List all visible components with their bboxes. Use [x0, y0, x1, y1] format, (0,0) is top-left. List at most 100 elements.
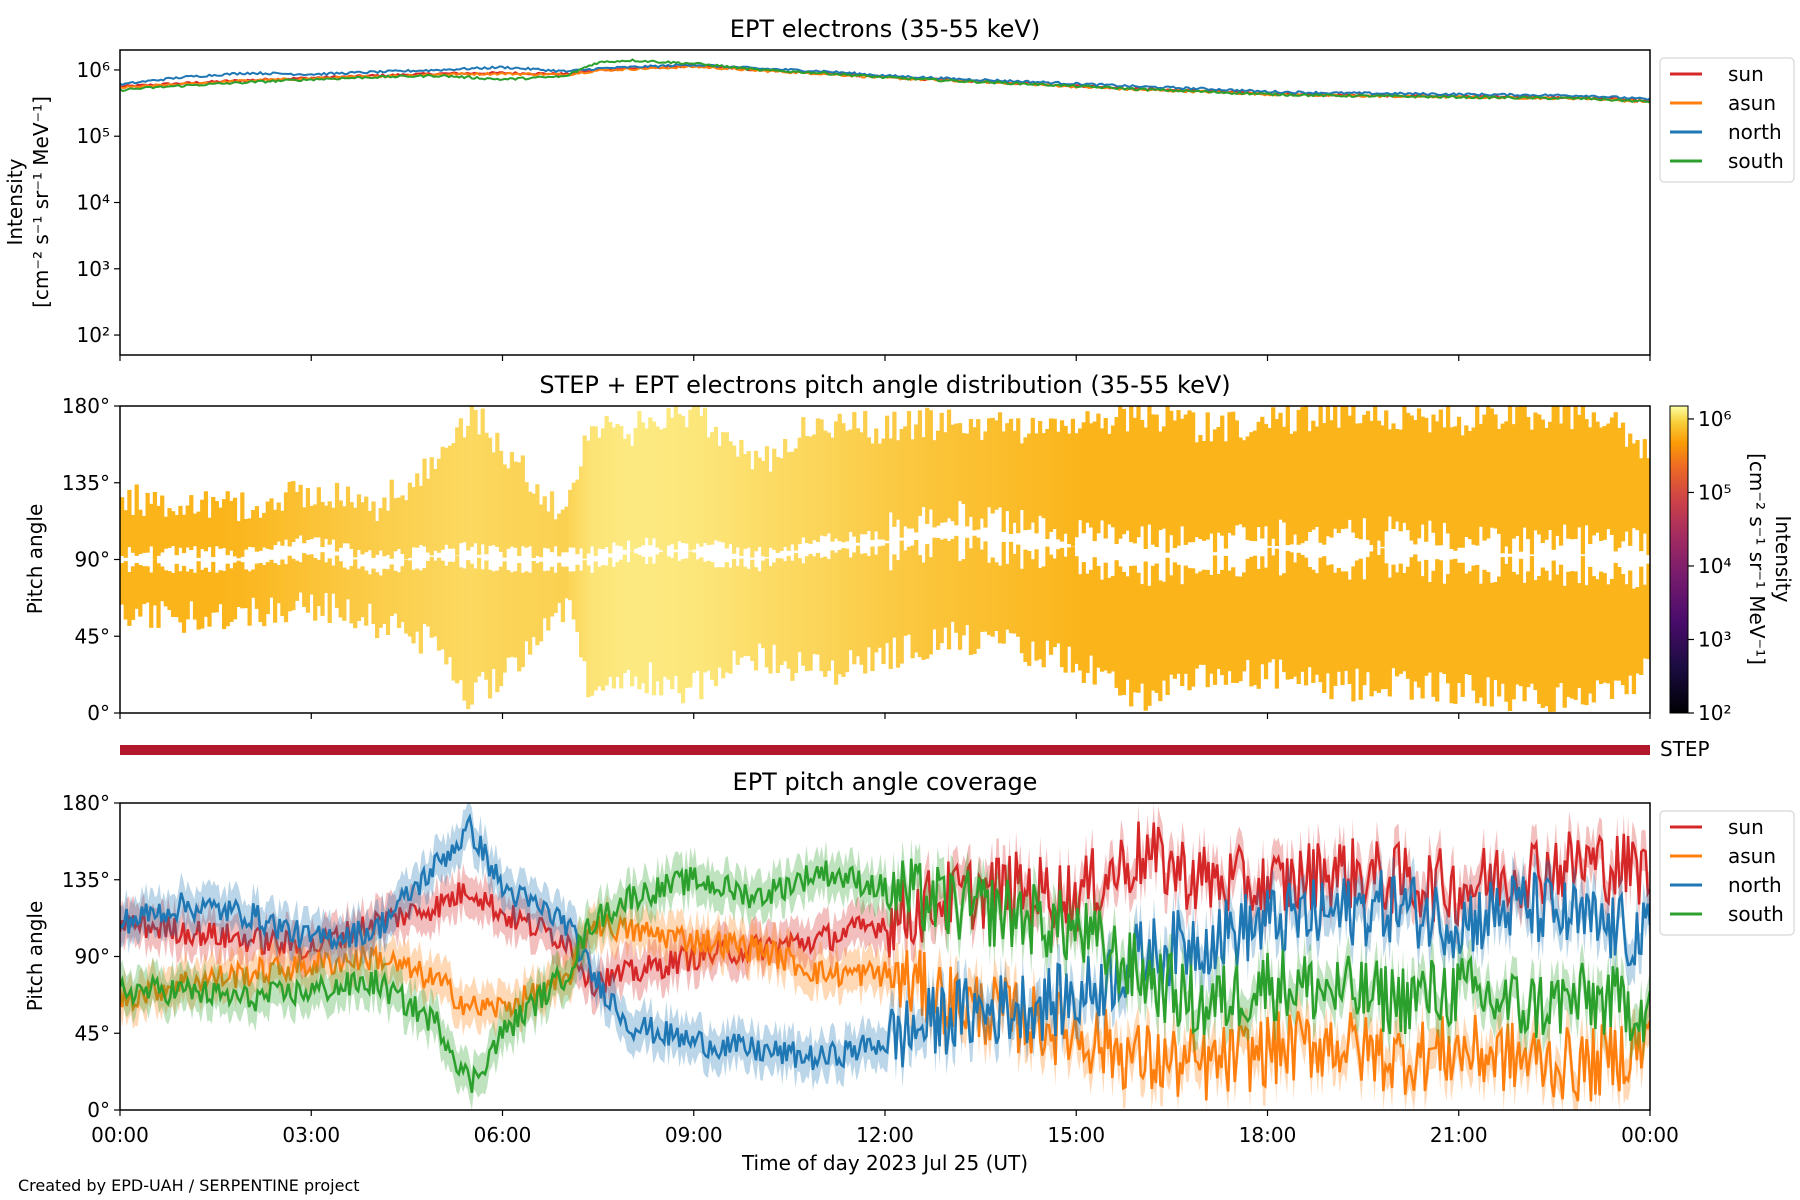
heat-cell [1121, 408, 1127, 535]
heat-cell [589, 572, 595, 696]
heat-cell [1012, 430, 1017, 523]
heat-cell [997, 565, 1003, 644]
heat-cell [1089, 569, 1094, 656]
heat-cell [786, 555, 791, 669]
heat-cell [469, 563, 474, 705]
heat-cell [1307, 431, 1312, 532]
heat-cell [309, 505, 314, 540]
heat-cell [1566, 571, 1571, 697]
heat-cell [1056, 431, 1061, 540]
heat-cell [1642, 584, 1647, 659]
heat-cell [721, 432, 726, 543]
heat-cell [735, 566, 740, 665]
heat-cell [600, 428, 606, 549]
heat-cell [1442, 427, 1447, 523]
heat-cell [513, 571, 518, 658]
heat-cell [866, 556, 872, 648]
y-tick-label: 0° [87, 701, 110, 725]
heat-cell [404, 559, 409, 634]
step-strip [120, 745, 1650, 755]
heat-cell [1438, 560, 1443, 673]
heat-cell [196, 511, 201, 558]
heat-cell [1413, 554, 1418, 682]
heat-cell [1537, 414, 1542, 535]
heat-cell [648, 417, 653, 546]
heat-cell [1293, 562, 1298, 677]
heat-cell [1617, 427, 1622, 548]
heat-cell [542, 571, 547, 619]
heat-cell [568, 489, 573, 548]
heat-cell [218, 570, 223, 605]
heat-cell [855, 428, 861, 543]
heat-cell [353, 559, 358, 629]
heat-cell [214, 501, 219, 547]
heat-cell [1424, 559, 1429, 676]
heat-cell [1045, 546, 1050, 641]
heat-cell [524, 571, 529, 642]
heat-cell [415, 473, 420, 548]
heat-cell [429, 457, 434, 556]
heat-cell [1606, 584, 1611, 684]
heat-cell [1609, 578, 1615, 699]
heat-cell [280, 559, 285, 616]
heat-cell [972, 427, 977, 531]
heat-cell [222, 499, 227, 548]
heat-cell [1533, 580, 1538, 691]
heat-cell [1362, 414, 1367, 519]
heat-cell [746, 451, 751, 548]
heat-cell [903, 426, 908, 527]
heat-cell [844, 430, 850, 542]
series-line-asun [120, 913, 1650, 1102]
heat-cell [812, 434, 817, 541]
y-tick-label: 10³ [77, 257, 110, 281]
heat-cell [1628, 570, 1633, 676]
heat-cell [411, 487, 416, 548]
heat-cell [859, 553, 864, 665]
heat-cell [1493, 582, 1498, 681]
heat-cell [732, 445, 737, 554]
heat-cell [932, 537, 937, 630]
legend-label-north: north [1728, 873, 1782, 897]
heat-cell [265, 501, 270, 549]
panel3-title: EPT pitch angle coverage [733, 768, 1038, 796]
heat-cell [630, 551, 635, 687]
heat-cell [1019, 568, 1025, 654]
heat-cell [724, 562, 729, 673]
heat-cell [298, 484, 303, 536]
heat-cell [1059, 420, 1065, 542]
heat-cell [702, 561, 708, 673]
panel2-ylabel: Pitch angle [23, 504, 47, 615]
heat-cell [863, 553, 868, 674]
heat-cell [316, 487, 321, 538]
heat-cell [688, 551, 693, 688]
heat-cell [509, 452, 515, 547]
heat-cell [1431, 570, 1436, 697]
heat-cell [644, 428, 649, 538]
heat-cell [360, 502, 365, 555]
heat-cell [1085, 573, 1090, 673]
heat-cell [783, 439, 788, 547]
heat-cell [243, 519, 249, 550]
heat-cell [903, 550, 908, 636]
heat-cell [298, 562, 303, 593]
heat-cell [1631, 443, 1637, 529]
heat-cell [433, 469, 438, 551]
heat-cell [892, 554, 897, 638]
heat-cell [1507, 406, 1513, 554]
heat-cell [455, 555, 460, 684]
series-line-north [120, 813, 1650, 1071]
heat-cell [648, 556, 653, 663]
heat-cell [1588, 566, 1593, 694]
heat-cell [1387, 429, 1392, 517]
heat-cell [273, 509, 278, 545]
heat-cell [531, 561, 536, 638]
heat-cell [965, 433, 970, 527]
heat-cell [1347, 579, 1352, 684]
legend-label-south: south [1728, 902, 1784, 926]
heat-cell [866, 437, 872, 531]
heat-cell [422, 568, 427, 624]
heat-cell [178, 571, 183, 623]
heat-cell [837, 549, 842, 675]
heat-cell [232, 562, 238, 620]
heat-cell [1147, 585, 1152, 706]
